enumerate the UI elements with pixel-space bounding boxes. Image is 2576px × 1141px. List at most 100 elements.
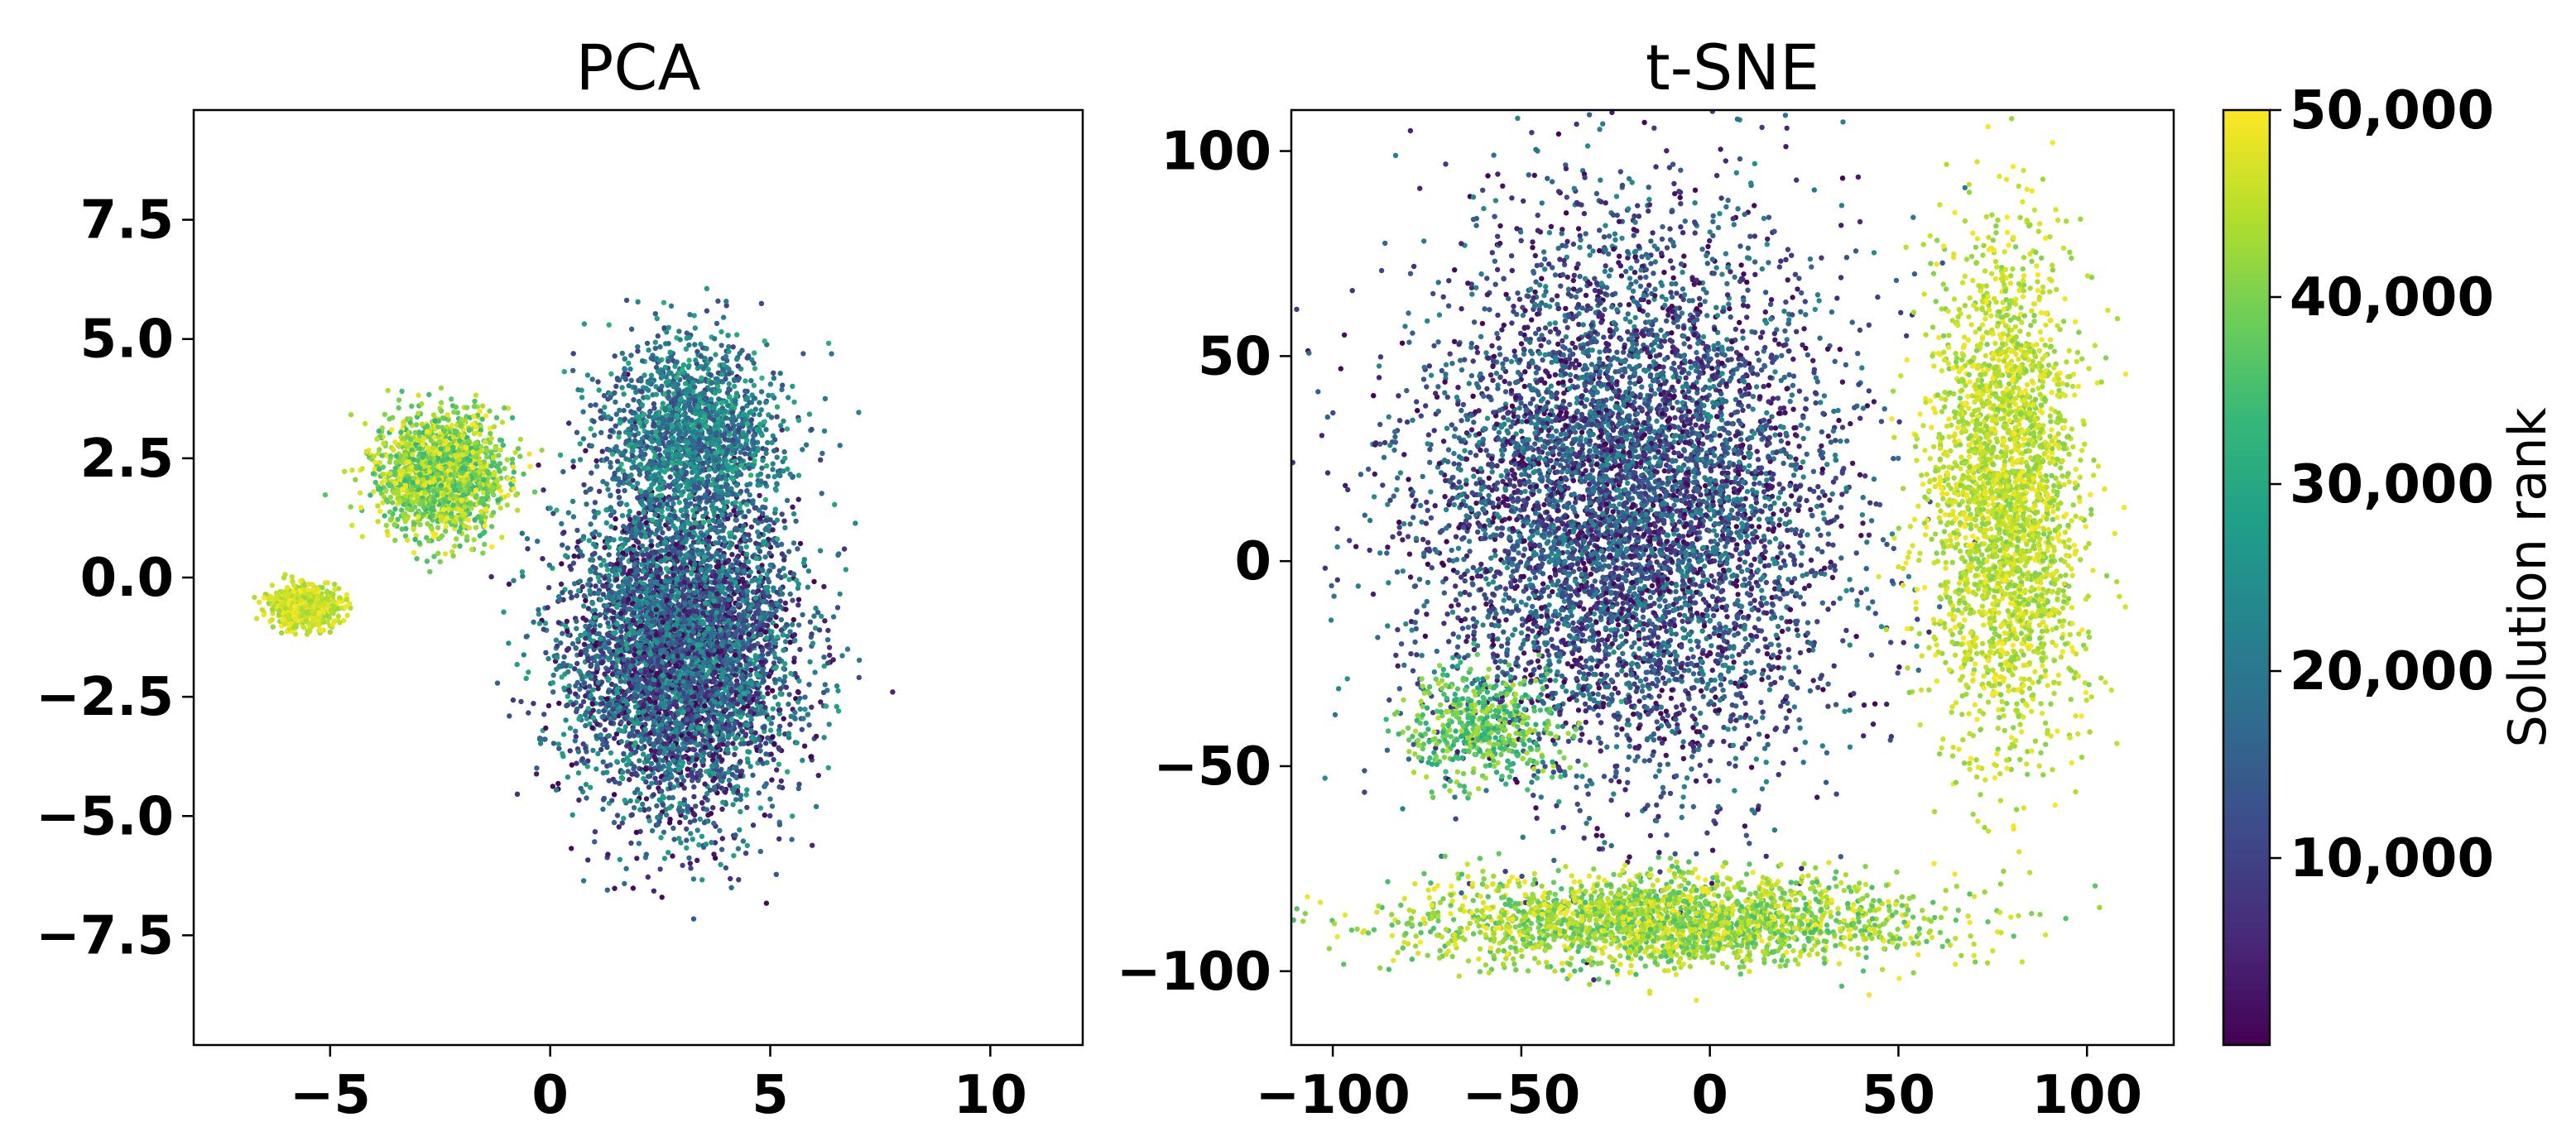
pca-point	[826, 722, 832, 727]
pca-point	[776, 656, 782, 662]
pca-point	[642, 726, 648, 732]
pca-point	[694, 857, 700, 864]
pca-point	[619, 623, 626, 630]
pca-point	[658, 695, 664, 701]
pca-point	[743, 851, 749, 856]
pca-point	[785, 633, 791, 640]
pca-point	[698, 725, 704, 731]
pca-point	[667, 674, 673, 680]
pca-point	[772, 665, 778, 672]
pca-point	[593, 544, 598, 549]
pca-point	[656, 574, 661, 580]
pca-point	[810, 640, 816, 646]
pca-point	[730, 616, 737, 622]
pca-point	[744, 787, 750, 793]
pca-point	[605, 607, 612, 613]
pca-point	[664, 597, 670, 603]
pca-point	[781, 448, 787, 455]
pca-point	[671, 837, 677, 842]
pca-point	[531, 701, 536, 707]
pca-point	[589, 552, 596, 558]
pca-point	[631, 610, 637, 616]
pca-point	[718, 667, 725, 673]
pca-point	[700, 611, 706, 616]
pca-point	[687, 861, 693, 866]
pca-point	[728, 885, 734, 891]
pca-points	[252, 285, 896, 922]
pca-point	[633, 603, 639, 609]
pca-point	[796, 781, 802, 787]
pca-point	[646, 784, 652, 790]
pca-point	[734, 588, 741, 594]
pca-point	[660, 530, 666, 535]
pca-point	[822, 682, 828, 688]
pca-point	[757, 742, 763, 749]
pca-point	[606, 778, 612, 784]
pca-point	[821, 663, 827, 669]
pca-point	[591, 508, 597, 515]
pca-point	[723, 656, 729, 662]
pca-point	[555, 620, 562, 626]
pca-point	[763, 900, 770, 906]
pca-point	[571, 553, 577, 559]
pca-point	[753, 555, 759, 562]
pca-point	[801, 743, 808, 749]
pca-point	[766, 716, 772, 722]
pca-point	[728, 711, 733, 717]
pca-point	[763, 751, 769, 757]
pca-point	[506, 581, 512, 587]
pca-point	[701, 662, 707, 669]
pca-point	[728, 577, 734, 582]
pca-point	[724, 602, 730, 608]
pca-point	[648, 594, 654, 601]
pca-point	[646, 705, 652, 711]
pca-point	[639, 738, 645, 745]
pca-point	[564, 618, 570, 625]
pca-point	[731, 625, 738, 630]
pca-point	[622, 603, 627, 609]
pca-point	[574, 708, 579, 715]
pca-point	[566, 688, 572, 693]
pca-point	[561, 530, 567, 535]
pca-point	[634, 798, 640, 804]
pca-point	[703, 841, 709, 847]
pca-point	[661, 741, 667, 747]
pca-point	[661, 829, 667, 835]
pca-point	[593, 583, 598, 589]
pca-point	[661, 856, 668, 861]
pca-point	[741, 611, 747, 617]
pca-point	[801, 557, 807, 563]
pca-point	[807, 619, 814, 625]
pca-point	[835, 708, 842, 714]
pca-point	[617, 856, 622, 863]
pca-point	[643, 662, 649, 668]
pca-point	[680, 862, 685, 869]
pca-point	[660, 802, 666, 808]
pca-point	[592, 839, 598, 845]
pca-point	[762, 554, 768, 560]
pca-point	[718, 846, 725, 852]
pca-point	[772, 694, 778, 700]
pca-point	[666, 795, 672, 801]
pca-point	[565, 669, 571, 675]
pca-point	[717, 827, 723, 833]
pca-point	[570, 560, 577, 566]
pca-point	[656, 716, 662, 722]
pca-point	[630, 885, 637, 891]
pca-point	[712, 775, 718, 781]
pca-point	[637, 668, 644, 674]
pca-point	[781, 557, 787, 563]
pca-point	[595, 750, 601, 757]
pca-point	[726, 585, 732, 591]
pca-point	[813, 733, 819, 740]
pca-point	[630, 659, 637, 664]
pca-point	[792, 637, 798, 644]
pca-point	[843, 567, 848, 573]
pca-point	[608, 524, 614, 530]
pca-point	[815, 773, 821, 779]
pca-point	[566, 420, 572, 426]
pca-point	[733, 652, 738, 659]
pca-point	[740, 590, 746, 597]
pca-point	[750, 589, 756, 595]
pca-point	[725, 515, 731, 521]
